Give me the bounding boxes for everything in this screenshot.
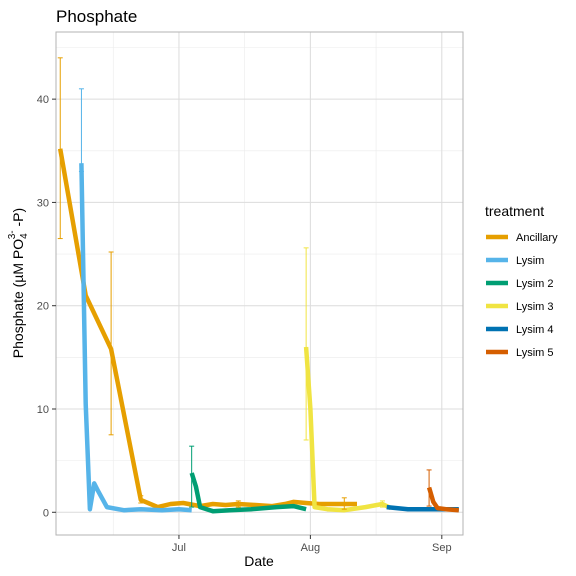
y-axis-title-suffix: -P) xyxy=(10,208,26,231)
error-bar-ancillary xyxy=(57,57,63,240)
legend-label-lysim: Lysim xyxy=(516,255,544,267)
error-bar-ancillary xyxy=(138,495,144,504)
error-bar-lysim-5 xyxy=(426,469,432,507)
error-bar-lysim-3 xyxy=(379,500,385,508)
series-lines xyxy=(57,148,459,514)
y-axis-title: Phosphate (µM PO43- -P) xyxy=(7,208,30,358)
legend-item-ancillary: Ancillary xyxy=(486,232,558,244)
y-axis-title-subscript: 4 xyxy=(19,233,30,239)
legend-title: treatment xyxy=(485,203,544,219)
x-tick-label: Aug xyxy=(301,542,321,554)
legend-item-lysim-4: Lysim 4 xyxy=(486,324,554,336)
legend-label-lysim-5: Lysim 5 xyxy=(516,347,554,359)
error-bar-ancillary xyxy=(341,497,347,510)
x-axis-ticks: Jul Aug Sep xyxy=(172,535,452,554)
legend-item-lysim-2: Lysim 2 xyxy=(486,278,554,290)
y-tick-label: 10 xyxy=(37,404,49,416)
error-bar-lysim xyxy=(78,88,84,172)
plot-panel-border xyxy=(55,31,464,536)
x-axis-title: Date xyxy=(244,553,274,569)
legend: treatment Ancillary Lysim Lysim 2 Lysim 3 Ly… xyxy=(485,203,558,359)
y-tick-label: 30 xyxy=(37,197,49,209)
series-line-lysim-2 xyxy=(189,472,307,514)
y-tick-label: 40 xyxy=(37,94,49,106)
error-bar-lysim-2 xyxy=(189,445,195,508)
series-line-lysim-5 xyxy=(426,486,459,513)
legend-item-lysim-5: Lysim 5 xyxy=(486,347,554,359)
series-line-lysim-3 xyxy=(303,346,392,513)
legend-label-lysim-2: Lysim 2 xyxy=(516,278,554,290)
legend-label-lysim-4: Lysim 4 xyxy=(516,324,554,336)
error-bar-ancillary xyxy=(235,500,241,508)
legend-label-ancillary: Ancillary xyxy=(516,232,558,244)
chart-title: Phosphate xyxy=(56,7,137,26)
legend-item-lysim-3: Lysim 3 xyxy=(486,301,554,313)
y-axis-title-main: Phosphate (µM PO xyxy=(10,239,26,358)
grid xyxy=(56,32,463,535)
legend-item-lysim: Lysim xyxy=(486,255,544,267)
legend-items: Ancillary Lysim Lysim 2 Lysim 3 Lysim 4 Lysim… xyxy=(486,232,558,359)
error-bars xyxy=(57,57,432,510)
y-tick-label: 20 xyxy=(37,301,49,313)
error-bar-lysim-3 xyxy=(303,247,309,441)
x-tick-label: Sep xyxy=(432,542,452,554)
y-tick-label: 0 xyxy=(43,507,49,519)
y-axis-ticks: 0 10 20 30 40 xyxy=(37,94,56,519)
error-bar-ancillary xyxy=(108,251,114,436)
legend-label-lysim-3: Lysim 3 xyxy=(516,301,554,313)
series-line-lysim xyxy=(79,163,192,513)
x-tick-label: Jul xyxy=(172,542,186,554)
y-axis-title-superscript: 3- xyxy=(7,230,18,239)
series-line-ancillary xyxy=(57,148,357,510)
